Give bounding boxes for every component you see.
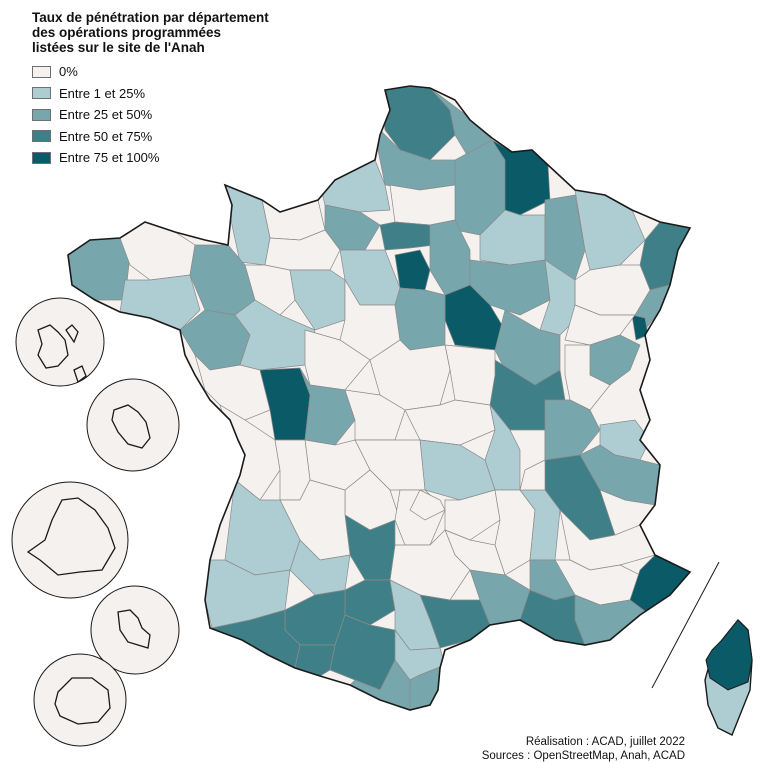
dept-vienne: [299, 367, 356, 446]
dept-ain: [544, 399, 601, 461]
corsica-separator: [651, 561, 720, 689]
map-title: Taux de pénétration par département des …: [32, 10, 332, 55]
legend-item: Entre 1 et 25%: [32, 83, 159, 105]
title-line-3: listées sur le site de l'Anah: [32, 40, 205, 55]
credit-sources: Sources : OpenStreetMap, Anah, ACAD: [481, 750, 685, 762]
legend-item: 0%: [32, 61, 159, 83]
inset-martinique: [111, 404, 151, 449]
corsica: [704, 618, 753, 736]
legend-item: Entre 25 et 50%: [32, 104, 159, 126]
legend: 0% Entre 1 et 25% Entre 25 et 50% Entre …: [32, 61, 159, 169]
legend-item: Entre 50 et 75%: [32, 126, 159, 148]
title-line-1: Taux de pénétration par département: [32, 10, 269, 25]
departments-layer: [68, 86, 690, 710]
legend-label: Entre 50 et 75%: [59, 128, 153, 144]
dept-orne: [264, 229, 341, 271]
dept-hautes-pyr: [294, 644, 336, 677]
inset-mayotte: [117, 609, 151, 649]
legend-label: Entre 25 et 50%: [59, 107, 153, 123]
legend-label: Entre 1 et 25%: [59, 85, 145, 101]
legend-swatch: [32, 108, 51, 121]
dept-loiret: [394, 287, 446, 351]
inset-guyane: [26, 497, 116, 576]
credit-realisation: Réalisation : ACAD, juillet 2022: [525, 736, 685, 748]
inset-reunion: [54, 677, 111, 725]
dept-lot: [344, 514, 396, 581]
dept-finistere: [68, 237, 131, 301]
legend-item: Entre 75 et 100%: [32, 147, 159, 169]
legend-swatch: [32, 87, 51, 100]
legend-label: Entre 75 et 100%: [59, 150, 160, 166]
dept-val-oise: [379, 221, 436, 251]
overseas-insets: [11, 297, 180, 747]
dept-jura: [564, 344, 611, 411]
dept-vienne-south: [409, 489, 446, 521]
legend-label: 0%: [59, 64, 78, 80]
credits: Réalisation : ACAD, juillet 2022 Sources…: [482, 735, 685, 763]
inset-guadeloupe: [37, 324, 87, 384]
legend-swatch: [32, 151, 51, 164]
legend-swatch: [32, 65, 51, 78]
legend-swatch: [32, 130, 51, 143]
dept-oise: [389, 184, 456, 226]
title-line-2: des opérations programmées: [32, 25, 222, 40]
dept-essonne: [394, 249, 431, 291]
dept-vosges: [574, 264, 651, 316]
